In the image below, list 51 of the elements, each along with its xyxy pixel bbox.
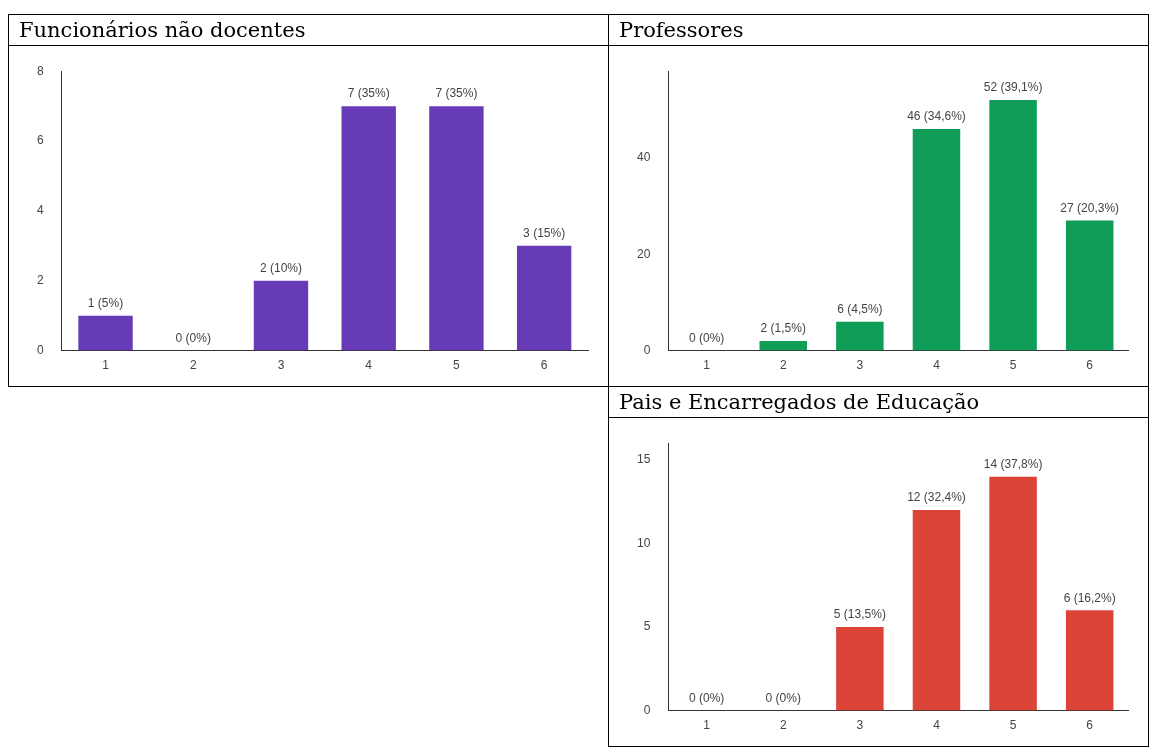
data-label: 0 (0%) — [765, 690, 801, 705]
x-tick-label: 5 — [453, 358, 461, 373]
data-label: 2 (1,5%) — [760, 321, 806, 336]
x-tick-label: 5 — [1009, 718, 1017, 733]
chart-title: Pais e Encarregados de Educação — [609, 387, 1148, 418]
data-label: 0 (0%) — [688, 330, 725, 345]
data-label: 6 (4,5%) — [837, 302, 883, 317]
x-tick-label: 3 — [277, 358, 285, 373]
y-tick-label: 8 — [36, 63, 44, 78]
x-tick-label: 5 — [1009, 358, 1017, 373]
y-tick-label: 0 — [643, 342, 651, 357]
x-tick-label: 6 — [540, 358, 548, 373]
x-tick-label: 4 — [365, 358, 373, 373]
x-tick-label: 2 — [779, 358, 787, 373]
y-tick-label: 20 — [636, 246, 651, 261]
data-label: 0 (0%) — [688, 690, 725, 705]
data-label: 12 (32,4%) — [907, 490, 966, 505]
y-tick-label: 6 — [36, 133, 44, 148]
y-tick-label: 0 — [36, 342, 44, 357]
x-tick-label: 3 — [856, 358, 864, 373]
data-label: 0 (0%) — [175, 330, 211, 345]
chart-title: Professores — [609, 15, 1148, 46]
x-tick-label: 4 — [933, 718, 941, 733]
data-label: 52 (39,1%) — [983, 80, 1043, 95]
x-tick-label: 1 — [703, 358, 711, 373]
data-label: 27 (20,3%) — [1060, 200, 1120, 215]
data-label: 6 (16,2%) — [1063, 590, 1116, 605]
chart-title: Funcionários não docentes — [9, 15, 608, 46]
x-tick-label: 6 — [1086, 358, 1094, 373]
x-tick-label: 6 — [1086, 718, 1094, 733]
x-tick-label: 2 — [779, 718, 787, 733]
y-tick-label: 15 — [636, 452, 651, 467]
data-label: 14 (37,8%) — [983, 456, 1043, 471]
x-tick-label: 2 — [189, 358, 197, 373]
data-label: 7 (35%) — [435, 86, 478, 101]
y-tick-label: 5 — [643, 619, 651, 634]
x-tick-label: 4 — [933, 358, 941, 373]
y-tick-label: 40 — [636, 150, 651, 165]
data-label: 46 (34,6%) — [907, 109, 966, 124]
y-tick-label: 0 — [643, 702, 651, 717]
x-tick-label: 1 — [102, 358, 110, 373]
y-tick-label: 4 — [36, 203, 44, 218]
x-tick-label: 1 — [703, 718, 711, 733]
data-label: 7 (35%) — [347, 86, 390, 101]
data-label: 5 (13,5%) — [833, 607, 886, 622]
data-label: 2 (10%) — [259, 261, 302, 276]
x-tick-label: 3 — [856, 718, 864, 733]
y-tick-label: 2 — [36, 273, 44, 288]
y-tick-label: 10 — [636, 535, 651, 550]
data-label: 3 (15%) — [523, 226, 566, 241]
data-label: 1 (5%) — [87, 295, 124, 310]
